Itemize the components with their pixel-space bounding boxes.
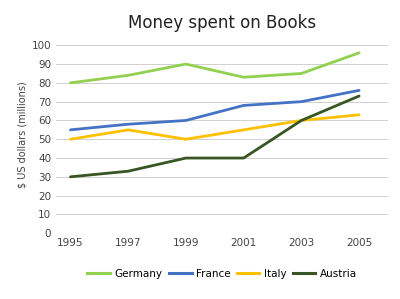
Legend: Germany, France, Italy, Austria: Germany, France, Italy, Austria — [83, 265, 361, 283]
Y-axis label: $ US dollars (millions): $ US dollars (millions) — [17, 81, 27, 188]
Title: Money spent on Books: Money spent on Books — [128, 13, 316, 32]
